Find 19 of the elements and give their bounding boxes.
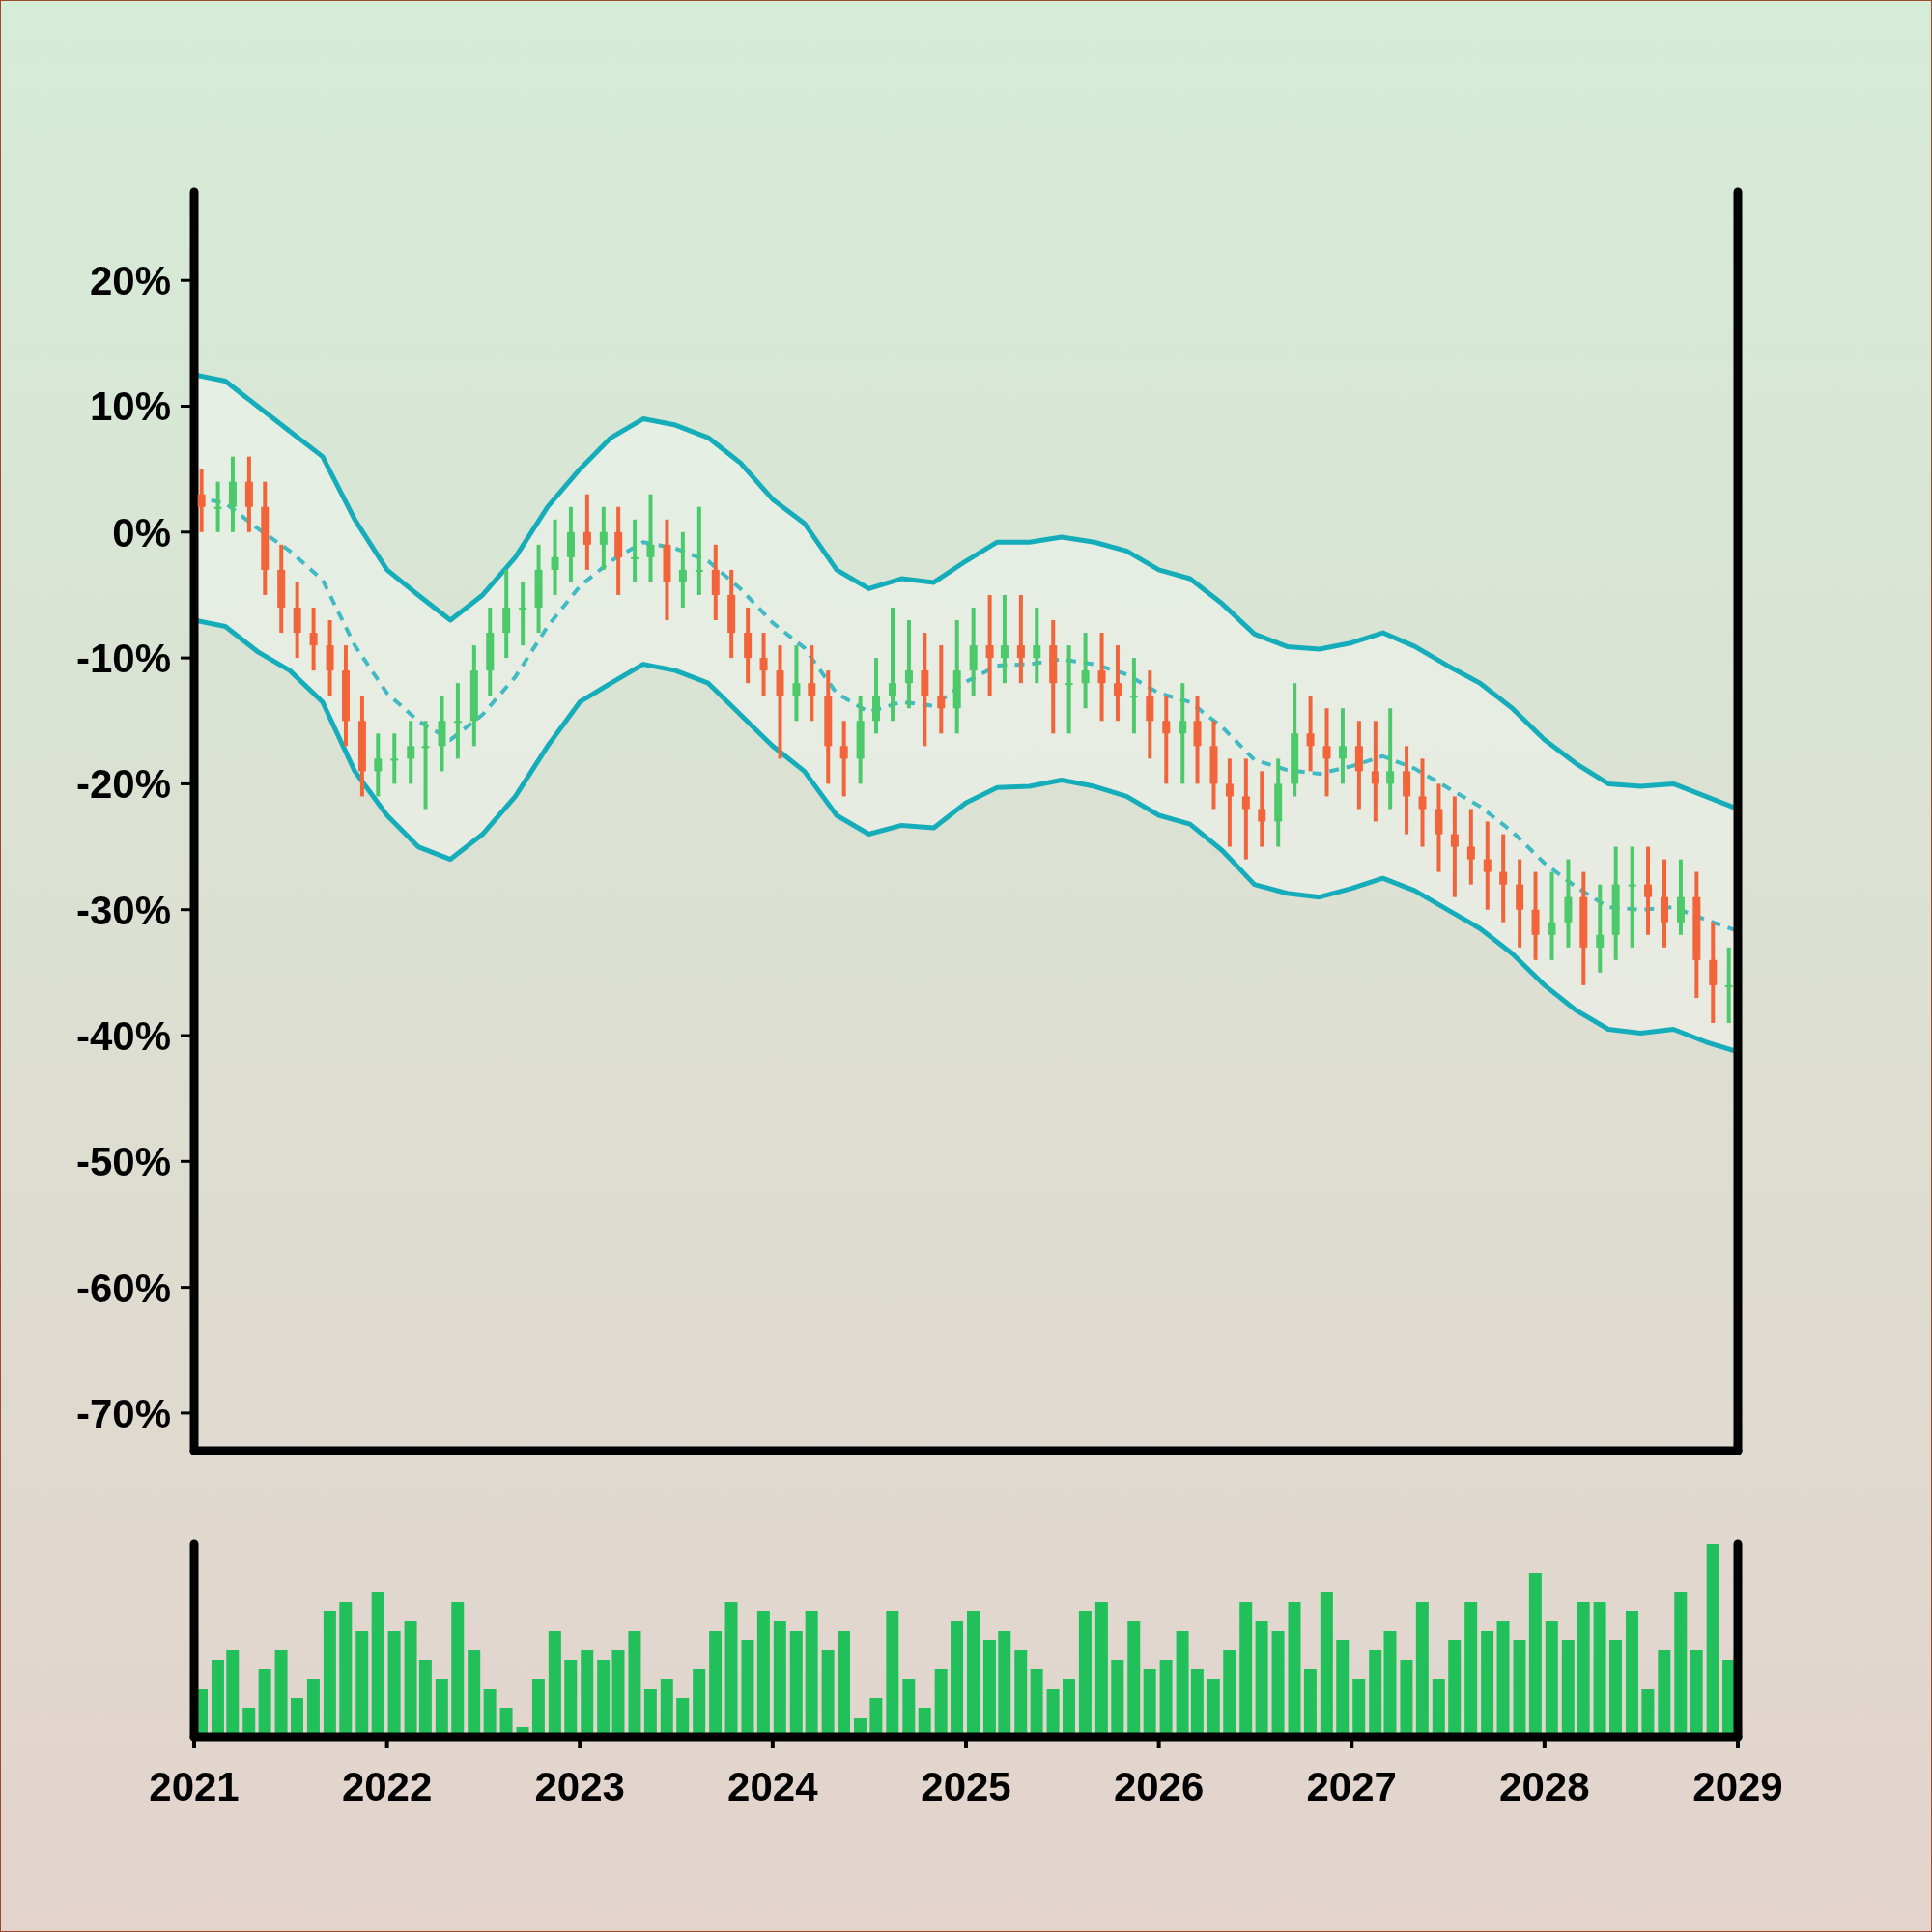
x-tick-label: 2022 <box>341 1763 433 1809</box>
x-tick-label: 2021 <box>149 1763 240 1809</box>
x-tick-label: 2029 <box>1692 1763 1783 1809</box>
x-tick-label: 2028 <box>1499 1763 1590 1809</box>
y-tick-label: 20% <box>89 258 171 304</box>
y-tick-label: -50% <box>75 1139 171 1185</box>
y-tick-label: -60% <box>75 1264 171 1311</box>
x-tick-label: 2026 <box>1113 1763 1205 1809</box>
y-tick-label: -10% <box>75 636 171 682</box>
y-tick-label: -40% <box>75 1012 171 1059</box>
y-tick-label: -30% <box>75 887 171 933</box>
x-tick-label: 2024 <box>727 1763 819 1809</box>
x-tick-label: 2025 <box>921 1763 1011 1809</box>
x-tick-label: 2027 <box>1306 1763 1397 1809</box>
y-tick-label: 10% <box>89 384 171 430</box>
y-tick-label: -20% <box>75 761 171 808</box>
x-tick-label: 2023 <box>534 1763 625 1809</box>
y-tick-label: -70% <box>75 1390 171 1436</box>
y-tick-label: 0% <box>112 509 171 555</box>
